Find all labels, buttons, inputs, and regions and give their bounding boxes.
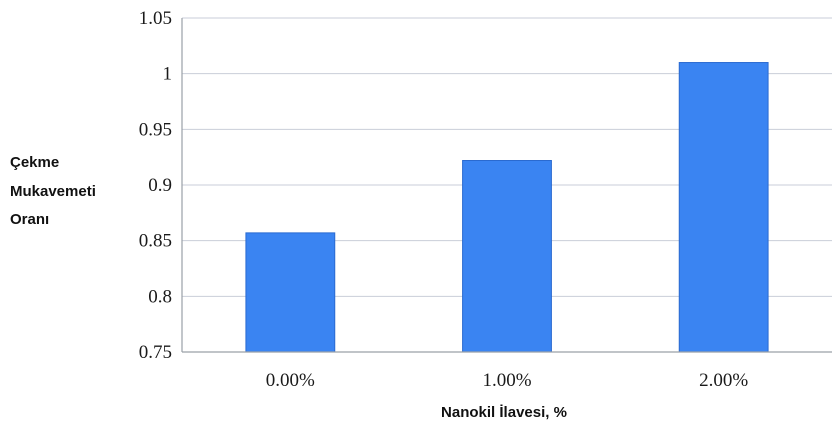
y-tick-label: 0.95 [139, 119, 172, 140]
x-tick-labels: 0.00% 1.00% 2.00% [266, 370, 749, 391]
y-tick-label: 0.8 [148, 286, 172, 307]
y-axis-title-line-3: Oranı [10, 211, 49, 228]
bars [245, 62, 769, 353]
y-tick-label: 1 [163, 64, 173, 85]
x-tick-label: 2.00% [699, 370, 748, 391]
y-tick-label: 0.85 [139, 231, 172, 252]
y-tick-label: 0.75 [139, 342, 172, 363]
bar [462, 160, 552, 353]
y-axis-title-line-2: Mukavemeti [10, 183, 96, 200]
x-axis-title: Nanokil İlavesi, % [441, 404, 567, 421]
y-tick-label: 1.05 [139, 8, 172, 29]
x-tick-label: 1.00% [482, 370, 531, 391]
x-tick-label: 0.00% [266, 370, 315, 391]
y-tick-label: 0.9 [148, 175, 172, 196]
y-axis-title-line-1: Çekme [10, 154, 59, 171]
bar [678, 62, 769, 353]
bar [245, 232, 336, 353]
y-tick-labels: 0.75 0.8 0.85 0.9 0.95 1 1.05 [139, 8, 172, 363]
